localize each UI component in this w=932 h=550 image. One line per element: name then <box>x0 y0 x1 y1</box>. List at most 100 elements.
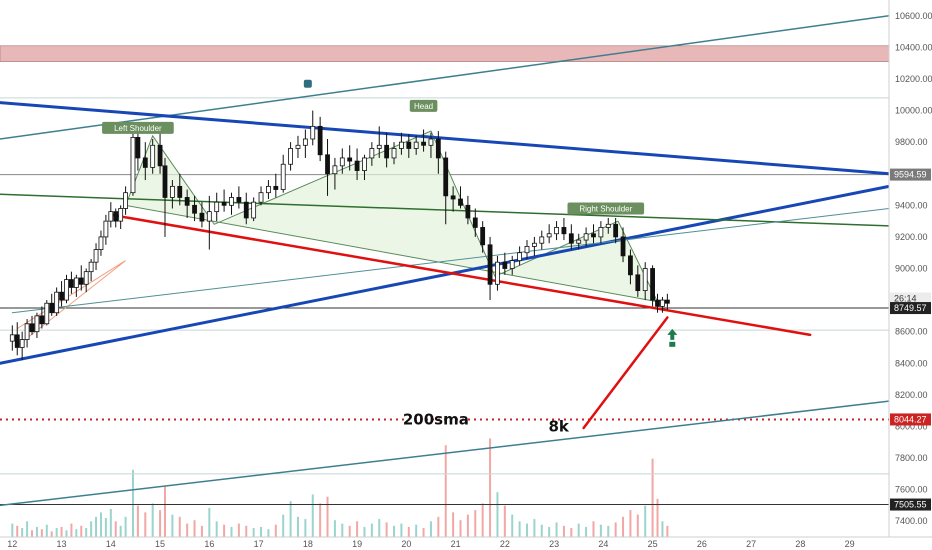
volume-bar <box>356 521 359 537</box>
volume-bar <box>124 516 127 537</box>
x-tick-label: 25 <box>648 539 658 549</box>
time-axis-background <box>0 537 932 550</box>
volume-bar <box>60 526 63 537</box>
candle-body <box>450 195 456 200</box>
candle-body <box>517 252 523 262</box>
volume-bar <box>200 525 203 537</box>
volume-bar <box>393 525 396 537</box>
candle-body <box>288 148 293 165</box>
volume-bar <box>90 521 93 537</box>
price-tag-box <box>890 292 931 305</box>
candle-body <box>391 148 397 159</box>
candle-body <box>369 148 375 159</box>
candle-body <box>162 165 168 198</box>
volume-bar <box>385 522 388 537</box>
candle-body <box>169 185 175 198</box>
volume-bar <box>651 458 654 537</box>
volume-bar <box>215 521 218 537</box>
candle-body <box>376 144 382 149</box>
volume-bar <box>599 524 602 537</box>
volume-bar <box>95 516 98 537</box>
candle-body <box>554 227 559 235</box>
trend-line-upper-channel-teal <box>0 15 890 140</box>
volume-bar <box>533 519 536 537</box>
y-tick-label: 7400.00 <box>895 516 928 526</box>
candle-body <box>69 279 74 288</box>
volume-bar <box>429 521 432 537</box>
candle-body <box>78 277 84 285</box>
volume-bar <box>341 523 344 537</box>
volume-bar <box>437 516 440 537</box>
candle-body <box>531 242 537 247</box>
pattern-label-text: Head <box>414 102 433 111</box>
volume-bar <box>109 509 112 537</box>
candle-body <box>93 249 99 263</box>
candle-body <box>295 144 301 149</box>
candle-body <box>362 157 367 171</box>
volume-bar <box>518 521 521 537</box>
candle-body <box>108 211 114 222</box>
volume-bar <box>481 503 484 537</box>
volume-bar <box>40 529 43 537</box>
volume-bar <box>35 526 38 537</box>
candle-body <box>310 125 316 140</box>
volume-bar <box>326 496 329 537</box>
candle-body <box>354 160 360 171</box>
y-tick-label: 9400.00 <box>895 200 928 210</box>
volume-bar <box>577 523 580 537</box>
volume-bar <box>245 525 248 537</box>
volume-bar <box>656 498 659 537</box>
candle-body <box>502 261 508 269</box>
volume-bar <box>444 445 447 537</box>
candle-body <box>64 279 69 301</box>
y-tick-label: 9000.00 <box>895 264 928 274</box>
volume-bar <box>65 530 68 537</box>
volume-bar <box>99 512 102 537</box>
candle-body <box>605 223 611 228</box>
candle-body <box>524 245 530 254</box>
x-tick-label: 22 <box>500 539 510 549</box>
volume-bar <box>11 523 14 537</box>
volume-bar <box>474 510 477 537</box>
candle-body <box>199 212 205 222</box>
annotation-text: 200sma <box>403 410 469 428</box>
pattern-label-box <box>409 99 438 112</box>
x-tick-label: 23 <box>549 539 559 549</box>
volume-bar <box>26 521 29 537</box>
candle-body <box>44 302 50 325</box>
candle-body <box>236 197 242 203</box>
volume-bar <box>31 530 34 537</box>
volume-bar <box>452 512 455 537</box>
volume-bar <box>237 523 240 537</box>
candle-body <box>302 138 308 146</box>
candle-body <box>465 204 471 219</box>
candle-body <box>472 217 478 228</box>
volume-bar <box>114 521 117 537</box>
candle-body <box>317 125 323 156</box>
y-tick-label: 8400.00 <box>895 358 928 368</box>
volume-bar <box>592 521 595 537</box>
resistance-zone <box>0 45 890 62</box>
x-tick-label: 17 <box>254 539 264 549</box>
volume-bar <box>666 525 669 537</box>
y-tick-label: 10400.00 <box>895 42 932 52</box>
x-tick-label: 29 <box>845 539 855 549</box>
volume-bar <box>193 520 196 537</box>
x-tick-label: 28 <box>795 539 805 549</box>
volume-bar <box>163 486 166 537</box>
price-tag-box <box>890 498 931 511</box>
volume-bar <box>319 503 322 537</box>
pattern-label-text: Left Shoulder <box>114 124 162 133</box>
volume-bar <box>70 523 73 537</box>
trend-line-projection-8k <box>582 316 669 430</box>
volume-bar <box>400 523 403 537</box>
volume-bar <box>622 516 625 537</box>
pattern-label: Left Shoulder <box>102 121 174 134</box>
candle-body <box>118 208 124 222</box>
volume-bar <box>171 514 174 537</box>
y-tick-label: 8000.00 <box>895 421 928 431</box>
candle-body <box>421 141 426 146</box>
trend-line-blue-descending <box>0 101 891 176</box>
volume-bar <box>104 517 107 537</box>
